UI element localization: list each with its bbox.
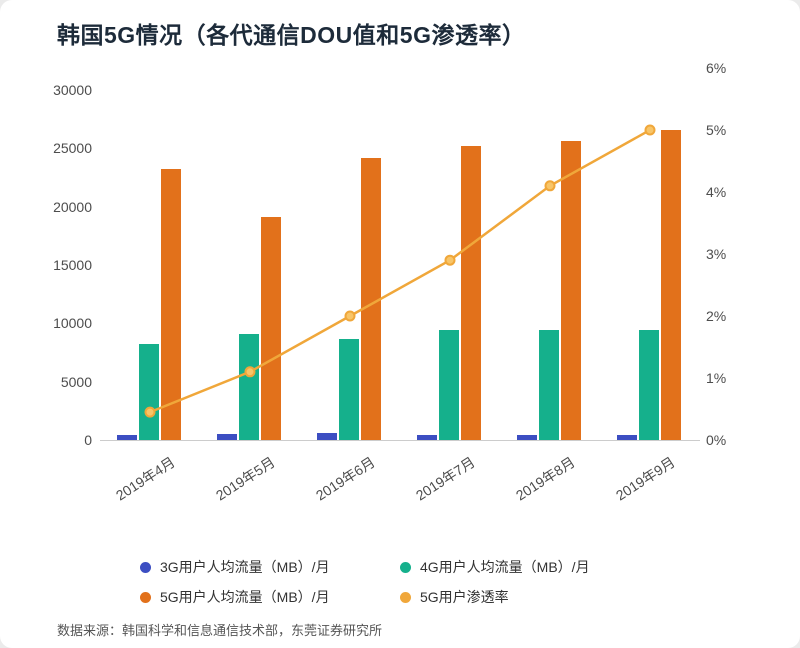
x-axis-label: 2019年6月: [312, 453, 378, 504]
bar-4g: [439, 330, 459, 440]
source-note: 数据来源：韩国科学和信息通信技术部，东莞证券研究所: [57, 623, 383, 638]
bar-3g: [617, 434, 637, 440]
penetration-line-layer: [144, 124, 656, 418]
y-axis-right-tick: 2%: [706, 308, 727, 324]
legend-label: 3G用户人均流量（MB）/月: [160, 559, 330, 575]
bar-5g: [561, 141, 581, 440]
bar-5g: [261, 217, 281, 440]
legend-item: 5G用户渗透率: [400, 582, 660, 612]
y-axis-left-tick: 30000: [53, 82, 92, 98]
legend: 3G用户人均流量（MB）/月 4G用户人均流量（MB）/月 5G用户人均流量（MB）…: [0, 552, 800, 612]
bar-3g: [117, 435, 137, 440]
bar-3g: [417, 435, 437, 440]
x-axis-label: 2019年4月: [112, 453, 178, 504]
y-axis-left-tick: 25000: [53, 140, 92, 157]
bar-4g: [339, 338, 359, 440]
bar-4g: [139, 344, 159, 440]
y-axis-left-tick: 0: [84, 432, 92, 448]
chart-title: 韩国5G情况（各代通信DOU值和5G渗透率）: [57, 22, 526, 48]
legend-label: 5G用户人均流量（MB）/月: [160, 589, 330, 605]
x-axis-label: 2019年5月: [212, 453, 278, 504]
bar-4g: [239, 333, 259, 440]
bar-4g: [639, 330, 659, 440]
penetration-point: [644, 124, 656, 136]
legend-label: 4G用户人均流量（MB）/月: [420, 559, 590, 575]
legend-item: 5G用户人均流量（MB）/月: [140, 582, 400, 612]
y-axis-right-tick: 1%: [706, 370, 727, 386]
y-axis-right-tick: 6%: [706, 60, 727, 76]
legend-dot-icon: [140, 561, 151, 573]
bar-5g: [161, 169, 181, 440]
bar-3g: [317, 433, 337, 440]
bar-3g: [217, 433, 237, 440]
y-axis-right-tick: 3%: [706, 246, 727, 262]
penetration-point: [144, 406, 156, 418]
legend-label: 5G用户渗透率: [420, 589, 509, 605]
penetration-line: [149, 128, 651, 414]
bar-5g: [361, 157, 381, 440]
y-axis-right-tick: 5%: [706, 122, 727, 138]
chart-area: 0 5000 10000 15000 20000 25000 30000 0% 1% 2% 3% 4%…: [53, 60, 727, 504]
legend-dot-icon: [400, 561, 411, 573]
y-axis-left-tick: 15000: [53, 257, 92, 273]
x-axis-label: 2019年7月: [412, 453, 478, 504]
x-axis-label: 2019年8月: [512, 453, 578, 504]
bar-5g: [461, 146, 481, 440]
y-axis-right-tick: 4%: [706, 184, 727, 200]
penetration-point: [544, 180, 556, 192]
y-axis-left-tick: 20000: [53, 198, 92, 215]
legend-item: 3G用户人均流量（MB）/月: [140, 552, 400, 582]
legend-item: 4G用户人均流量（MB）/月: [400, 552, 660, 582]
legend-dot-icon: [400, 591, 411, 603]
y-axis-right-tick: 0%: [706, 432, 727, 448]
bar-3g: [517, 435, 537, 440]
y-axis-left-tick: 10000: [53, 315, 92, 332]
bar-4g: [539, 330, 559, 440]
legend-grid: 3G用户人均流量（MB）/月 4G用户人均流量（MB）/月 5G用户人均流量（MB）…: [140, 552, 660, 612]
y-axis-left-tick: 5000: [60, 373, 92, 390]
penetration-point: [344, 310, 356, 322]
plot-area: [100, 68, 700, 441]
x-axis-label: 2019年9月: [612, 453, 678, 504]
penetration-point: [244, 366, 256, 378]
bar-5g: [661, 129, 681, 440]
penetration-point: [444, 254, 456, 266]
legend-dot-icon: [140, 591, 151, 603]
